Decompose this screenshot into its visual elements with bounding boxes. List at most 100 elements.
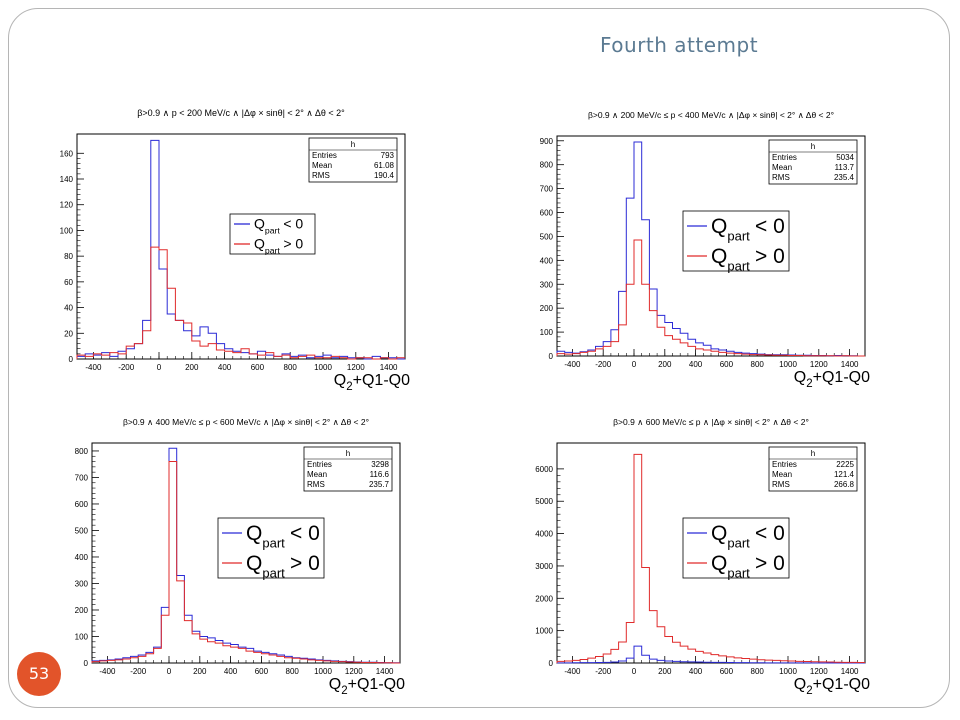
y-tick-label: 120 [60, 201, 74, 210]
histogram-series-positive [91, 461, 400, 664]
y-tick-label: 400 [75, 553, 89, 562]
legend-box [229, 213, 316, 255]
stats-value-mean: 121.4 [834, 470, 855, 479]
x-tick-label: 1000 [314, 363, 332, 372]
x-tick-label: 800 [751, 667, 765, 676]
legend-label-negative: Qpart < 0 [711, 522, 785, 550]
x-tick-label: 400 [689, 667, 703, 676]
x-tick-label: 1000 [779, 360, 797, 369]
histogram-4: β>0.9 ∧ 600 MeV/c ≤ p ∧ |Δφ × sinθ| < 2°… [535, 417, 870, 697]
stats-label-mean: Mean [312, 161, 332, 170]
y-tick-label: 0 [549, 659, 554, 668]
y-tick-label: 800 [75, 447, 89, 456]
y-tick-label: 700 [540, 185, 554, 194]
y-tick-label: 60 [64, 278, 73, 287]
x-tick-label: 0 [632, 360, 637, 369]
stats-label-rms: RMS [772, 480, 790, 489]
stats-value-rms: 266.8 [834, 480, 855, 489]
stats-label-mean: Mean [772, 470, 792, 479]
chart-title: β>0.9 ∧ 200 MeV/c ≤ p < 400 MeV/c ∧ |Δφ … [588, 110, 834, 120]
stats-label-rms: RMS [772, 173, 790, 182]
x-tick-label: 0 [157, 363, 162, 372]
stats-value-mean: 113.7 [835, 163, 855, 172]
x-tick-label: 1200 [810, 360, 828, 369]
histogram-2: β>0.9 ∧ 200 MeV/c ≤ p < 400 MeV/c ∧ |Δφ … [540, 110, 870, 390]
legend-label-positive: Qpart > 0 [246, 552, 320, 580]
histogram-panel-1: β>0.9 ∧ p < 200 MeV/c ∧ |Δφ × sinθ| < 2°… [55, 104, 415, 394]
y-tick-label: 0 [69, 355, 74, 364]
legend-label-negative: Qpart < 0 [711, 215, 785, 243]
y-tick-label: 800 [540, 161, 554, 170]
y-tick-label: 500 [540, 232, 554, 241]
x-tick-label: -400 [85, 363, 102, 372]
y-tick-label: 40 [64, 304, 73, 313]
x-tick-label: -200 [595, 667, 612, 676]
stats-label-entries: Entries [772, 460, 797, 469]
legend-box [682, 517, 790, 579]
stats-label-mean: Mean [772, 163, 792, 172]
chart-title: β>0.9 ∧ 400 MeV/c ≤ p < 600 MeV/c ∧ |Δφ … [123, 417, 369, 427]
histogram-series-positive [556, 453, 865, 664]
stats-name: h [346, 449, 350, 458]
y-tick-label: 300 [540, 280, 554, 289]
y-tick-label: 600 [540, 209, 554, 218]
x-tick-label: 1000 [779, 667, 797, 676]
legend-box [682, 210, 790, 272]
stats-box [308, 137, 398, 183]
histogram-panel-4: β>0.9 ∧ 600 MeV/c ≤ p ∧ |Δφ × sinθ| < 2°… [515, 413, 895, 698]
chart-title: β>0.9 ∧ p < 200 MeV/c ∧ |Δφ × sinθ| < 2°… [137, 108, 345, 118]
stats-label-entries: Entries [307, 460, 332, 469]
y-tick-label: 0 [84, 659, 89, 668]
histogram-3: β>0.9 ∧ 400 MeV/c ≤ p < 600 MeV/c ∧ |Δφ … [75, 417, 405, 697]
x-tick-label: 600 [255, 667, 269, 676]
x-tick-label: 200 [185, 363, 199, 372]
page-number-badge: 53 [17, 652, 61, 696]
y-tick-label: 900 [540, 137, 554, 146]
y-tick-label: 700 [75, 473, 89, 482]
y-tick-label: 3000 [535, 562, 553, 571]
x-axis-label: Q2+Q1-Q0 [794, 369, 870, 390]
y-tick-label: 160 [60, 149, 74, 158]
stats-value-entries: 2225 [836, 460, 854, 469]
legend-label-negative: Qpart < 0 [254, 216, 303, 236]
y-tick-label: 20 [64, 329, 73, 338]
stats-name: h [811, 449, 815, 458]
stats-value-mean: 116.6 [370, 470, 390, 479]
x-tick-label: -200 [118, 363, 135, 372]
x-axis-label: Q2+Q1-Q0 [794, 676, 870, 697]
x-tick-label: 1200 [345, 667, 363, 676]
stats-value-entries: 3298 [371, 460, 389, 469]
x-tick-label: 400 [689, 360, 703, 369]
x-tick-label: 400 [224, 667, 238, 676]
x-tick-label: 800 [286, 667, 300, 676]
x-tick-label: 600 [251, 363, 265, 372]
stats-name: h [811, 142, 815, 151]
y-tick-label: 200 [540, 304, 554, 313]
x-tick-label: 200 [658, 667, 672, 676]
stats-box [768, 446, 858, 492]
stats-label-entries: Entries [772, 153, 797, 162]
stats-label-mean: Mean [307, 470, 327, 479]
histogram-1: β>0.9 ∧ p < 200 MeV/c ∧ |Δφ × sinθ| < 2°… [60, 108, 410, 393]
stats-value-rms: 235.4 [834, 173, 855, 182]
x-axis-label: Q2+Q1-Q0 [329, 676, 405, 697]
y-tick-label: 140 [60, 175, 74, 184]
x-tick-label: 600 [720, 360, 734, 369]
x-tick-label: 1400 [841, 360, 859, 369]
x-tick-label: 1000 [314, 667, 332, 676]
slide-title: Fourth attempt [600, 33, 759, 57]
stats-value-entries: 5034 [836, 153, 854, 162]
stats-label-rms: RMS [312, 171, 330, 180]
x-tick-label: -200 [595, 360, 612, 369]
y-tick-label: 200 [75, 606, 89, 615]
legend-label-positive: Qpart > 0 [711, 245, 785, 273]
x-tick-label: 1400 [380, 363, 398, 372]
legend-label-negative: Qpart < 0 [246, 522, 320, 550]
legend-label-positive: Qpart > 0 [711, 552, 785, 580]
y-tick-label: 100 [75, 632, 89, 641]
chart-title: β>0.9 ∧ 600 MeV/c ≤ p ∧ |Δφ × sinθ| < 2°… [613, 417, 809, 427]
x-tick-label: -400 [564, 360, 581, 369]
y-tick-label: 100 [60, 226, 74, 235]
x-tick-label: 1200 [347, 363, 365, 372]
x-tick-label: 1200 [810, 667, 828, 676]
